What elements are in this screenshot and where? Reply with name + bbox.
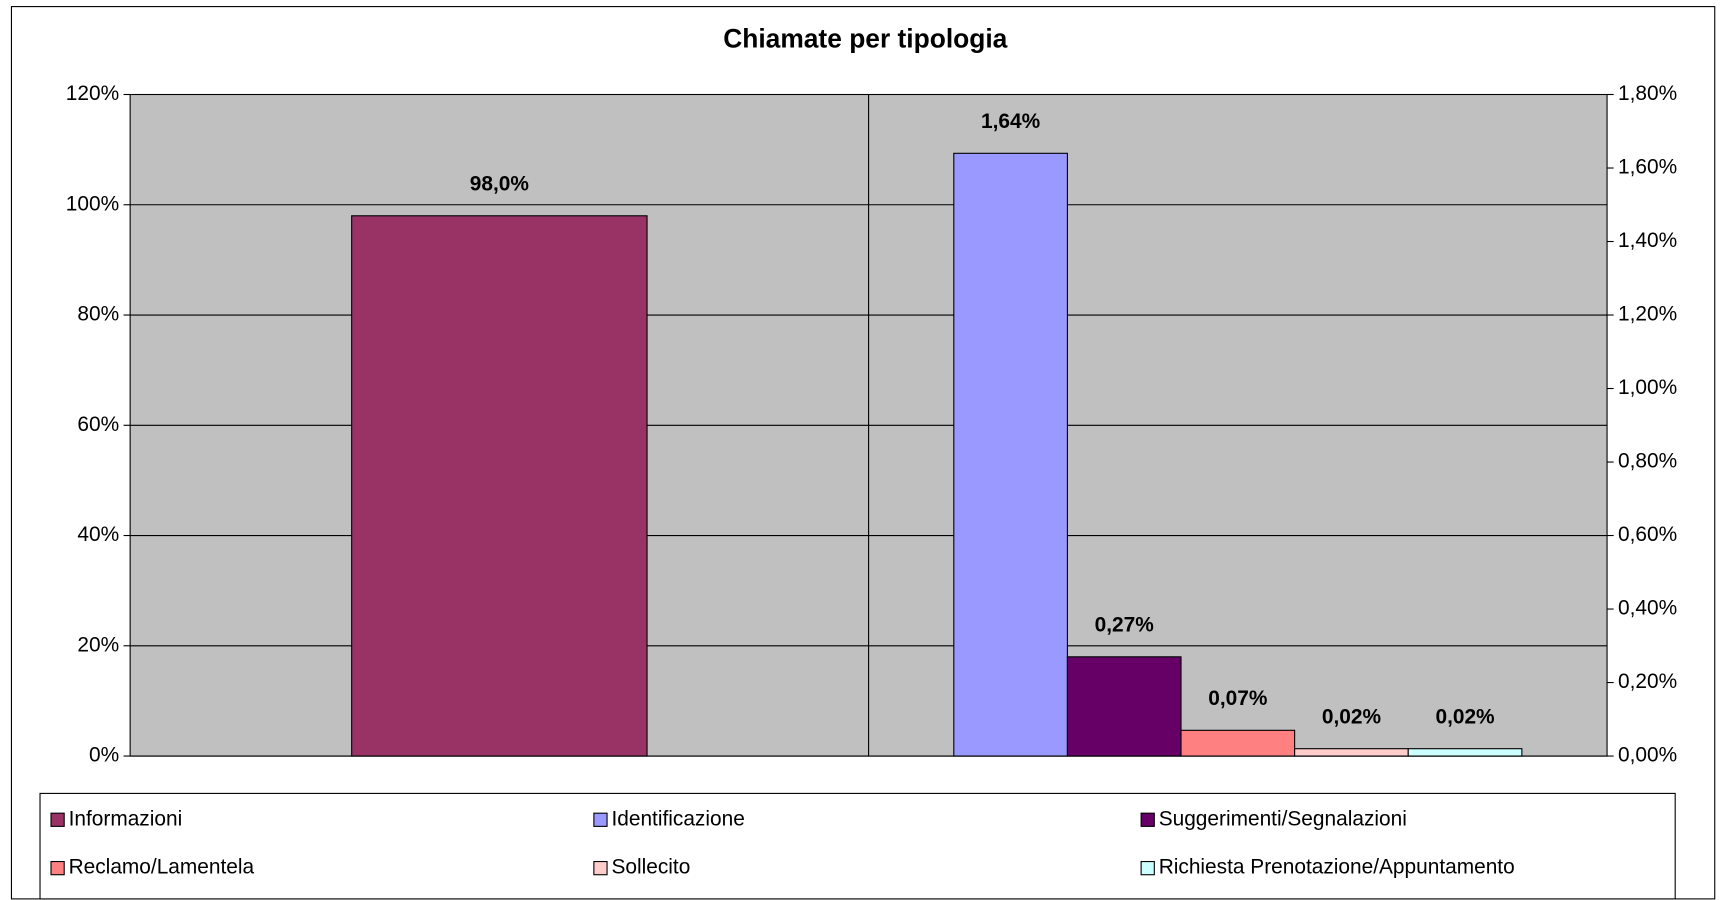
legend-swatch <box>50 860 65 876</box>
y2-tick-label: 1,80% <box>1618 82 1677 105</box>
value-label: 0,02% <box>1322 705 1381 728</box>
y-tick-label: 120% <box>66 82 119 105</box>
bar <box>1294 748 1409 757</box>
y2-tick-label: 1,20% <box>1618 303 1677 326</box>
y-tick-label: 60% <box>77 413 119 436</box>
bar <box>953 152 1068 757</box>
legend-swatch <box>1140 812 1155 827</box>
y2-tick-label: 1,00% <box>1618 376 1677 399</box>
y2-tick-label: 1,40% <box>1618 229 1677 252</box>
value-label: 0,27% <box>1095 614 1154 637</box>
legend-swatch <box>593 860 608 876</box>
y-tick-label: 0% <box>89 744 119 767</box>
y2-tick-label: 0,00% <box>1618 744 1677 767</box>
legend-label: Sollecito <box>611 856 690 879</box>
y2-tick-label: 0,80% <box>1618 450 1677 473</box>
legend-label: Suggerimenti/Segnalazioni <box>1159 807 1407 830</box>
bar <box>1066 656 1182 757</box>
bar <box>351 215 648 757</box>
plot-border <box>129 93 1608 757</box>
bar <box>1407 748 1523 757</box>
value-label: 0,02% <box>1435 705 1494 728</box>
chart-title: Chiamate per tipologia <box>723 24 1007 54</box>
legend-label: Reclamo/Lamentela <box>69 856 255 879</box>
legend-swatch <box>1140 860 1155 876</box>
legend-label: Informazioni <box>69 807 183 830</box>
value-label: 0,07% <box>1208 687 1267 710</box>
y2-tick-label: 1,60% <box>1618 156 1677 179</box>
legend-swatch <box>593 812 608 827</box>
y-tick-label: 20% <box>77 633 119 656</box>
y-tick-label: 100% <box>66 192 119 215</box>
legend-swatch <box>50 812 65 827</box>
legend-label: Richiesta Prenotazione/Appuntamento <box>1159 856 1515 879</box>
bar <box>1180 729 1296 757</box>
y-tick-label: 80% <box>77 303 119 326</box>
legend-box <box>39 792 1676 900</box>
y2-tick-label: 0,40% <box>1618 597 1677 620</box>
value-label: 98,0% <box>470 173 529 196</box>
y2-tick-label: 0,20% <box>1618 670 1677 693</box>
y2-tick-label: 0,60% <box>1618 523 1677 546</box>
y-tick-label: 40% <box>77 523 119 546</box>
value-label: 1,64% <box>981 110 1040 133</box>
legend-label: Identificazione <box>611 807 744 830</box>
